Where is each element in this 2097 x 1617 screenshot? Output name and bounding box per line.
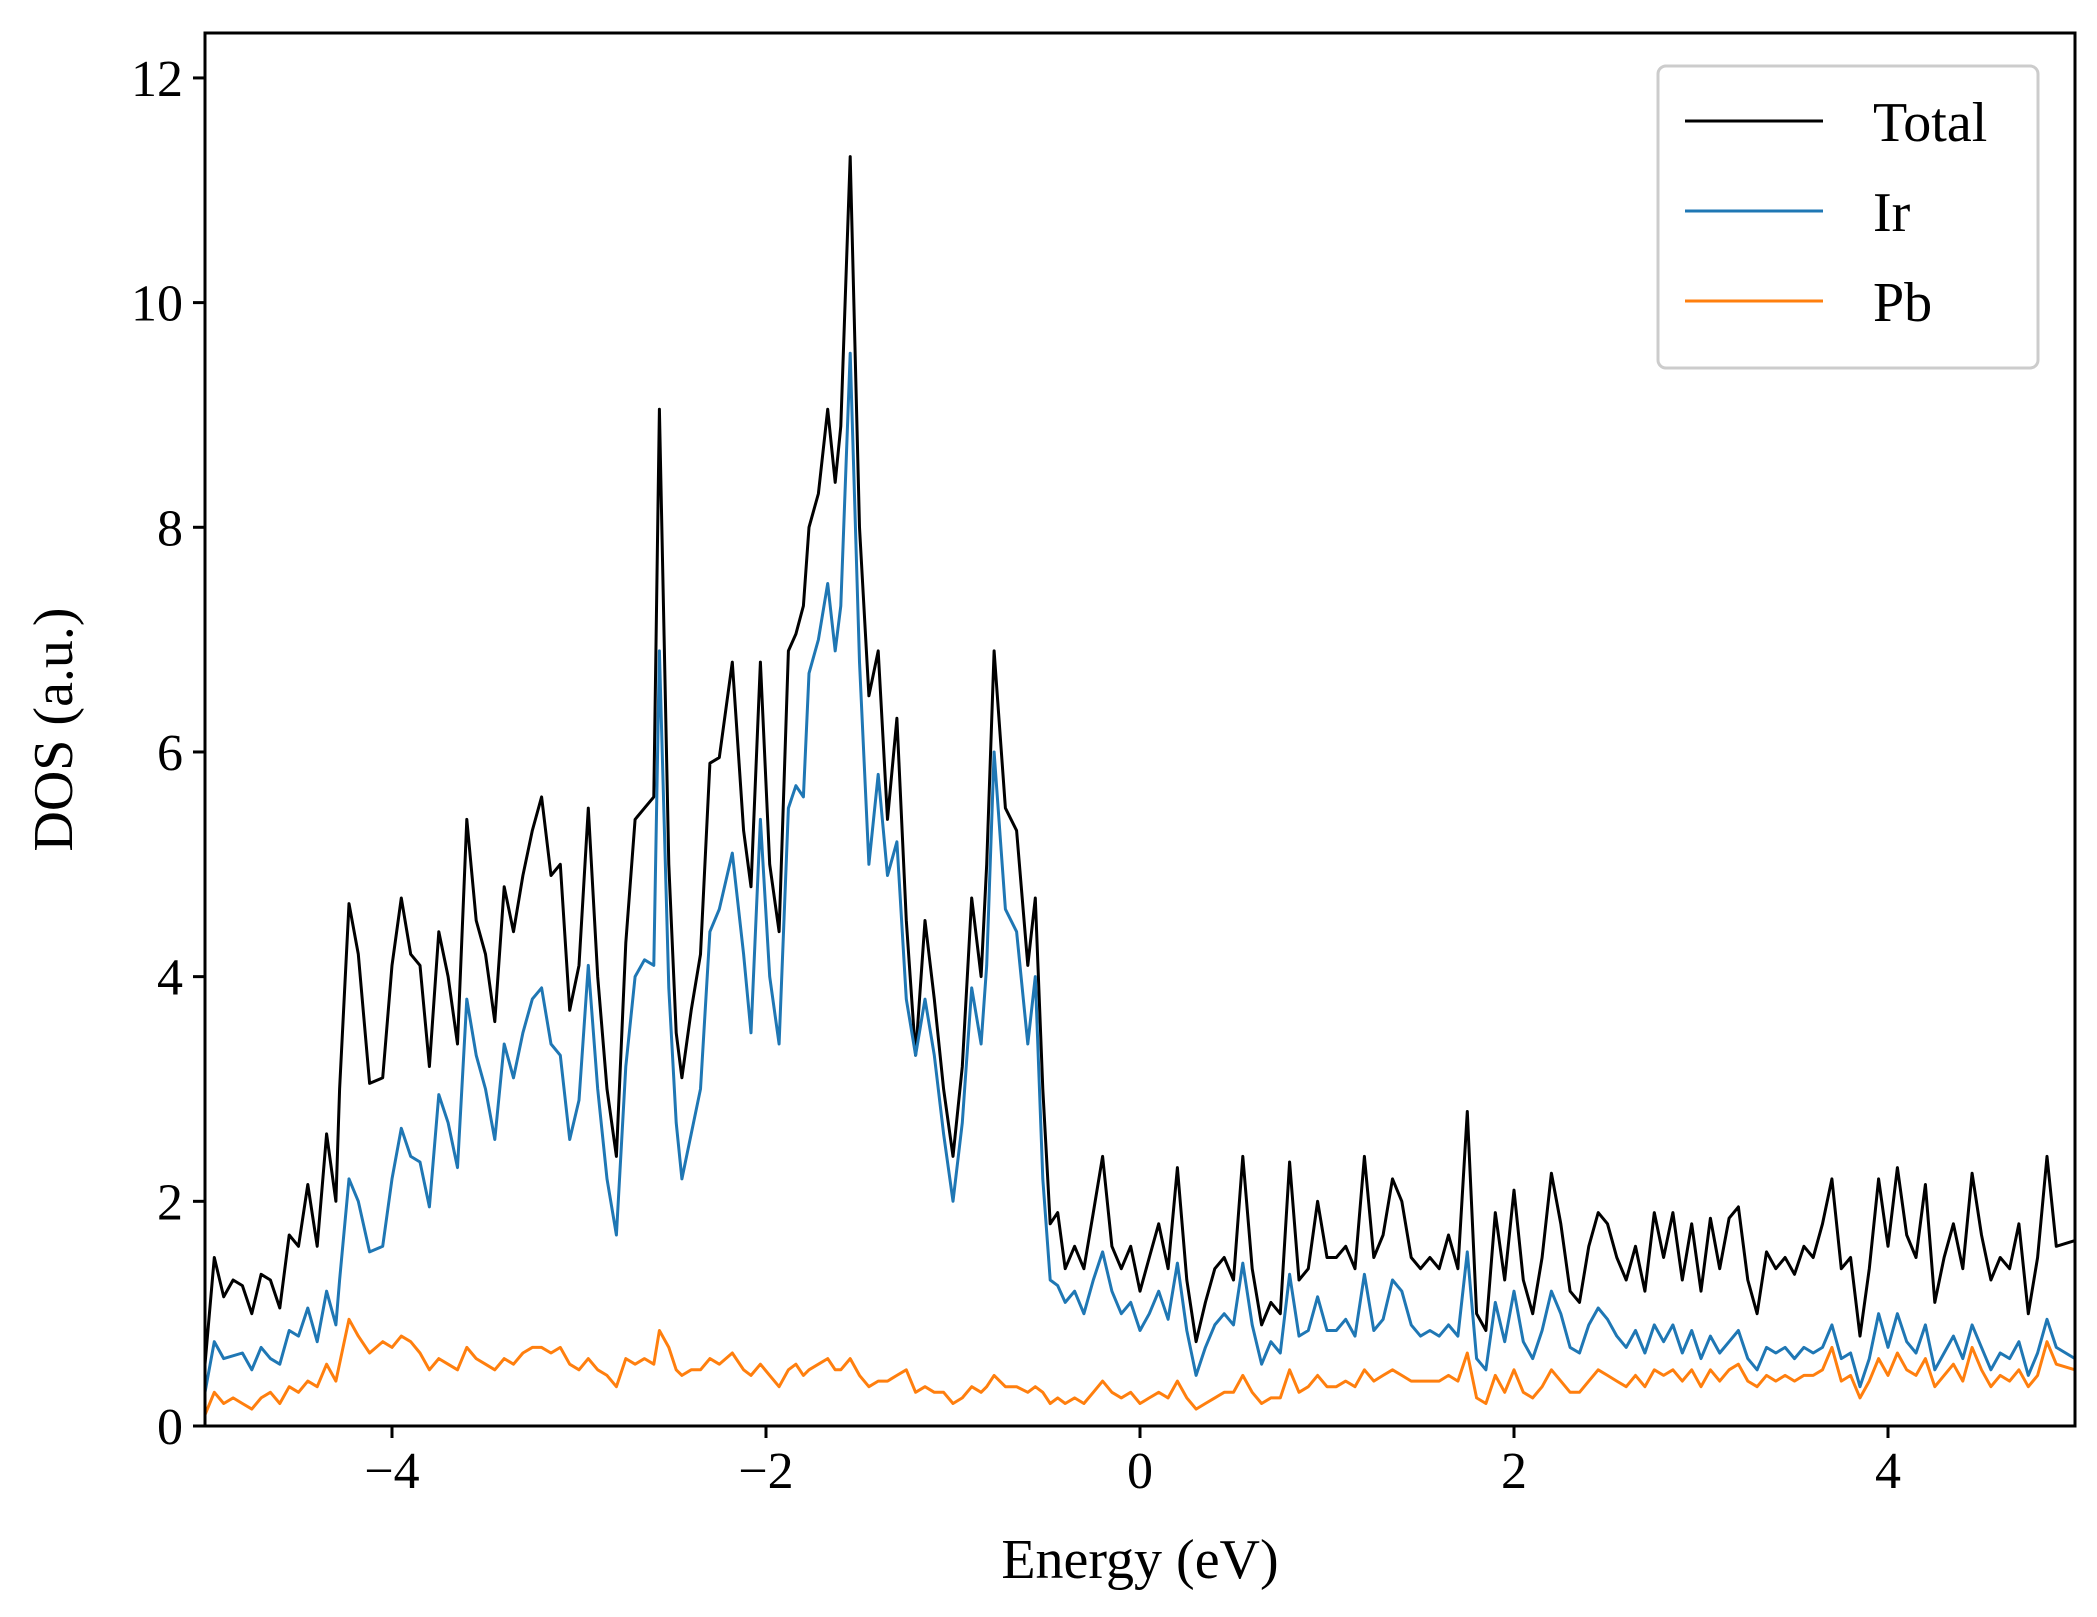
legend-label-ir: Ir <box>1873 182 1911 244</box>
x-tick-label: 0 <box>1127 1443 1153 1500</box>
y-tick-label: 4 <box>157 950 183 1007</box>
legend: Total Ir Pb <box>1656 64 2040 370</box>
series-line-ir <box>205 351 2075 1393</box>
x-tick-label: 2 <box>1501 1443 1527 1500</box>
x-axis: −4 −2 0 2 4 <box>364 1426 1901 1500</box>
legend-label-pb: Pb <box>1873 272 1932 334</box>
y-tick-label: 6 <box>157 725 183 782</box>
plot-lines <box>205 155 2075 1416</box>
x-axis-title: Energy (eV) <box>1001 1529 1278 1591</box>
y-axis-title: DOS (a.u.) <box>23 607 85 851</box>
y-tick-label: 0 <box>157 1399 183 1456</box>
series-line-total <box>205 155 2075 1365</box>
y-tick-label: 12 <box>131 51 183 108</box>
y-axis: 0 2 4 6 8 10 12 <box>131 51 205 1456</box>
legend-label-total: Total <box>1873 92 1987 154</box>
y-tick-label: 2 <box>157 1174 183 1231</box>
x-tick-label: 4 <box>1875 1443 1901 1500</box>
legend-box <box>1656 64 2040 370</box>
y-tick-label: 8 <box>157 500 183 557</box>
x-tick-label: −4 <box>364 1443 419 1500</box>
x-tick-label: −2 <box>738 1443 793 1500</box>
series-line-pb <box>205 1317 2075 1416</box>
y-tick-label: 10 <box>131 276 183 333</box>
